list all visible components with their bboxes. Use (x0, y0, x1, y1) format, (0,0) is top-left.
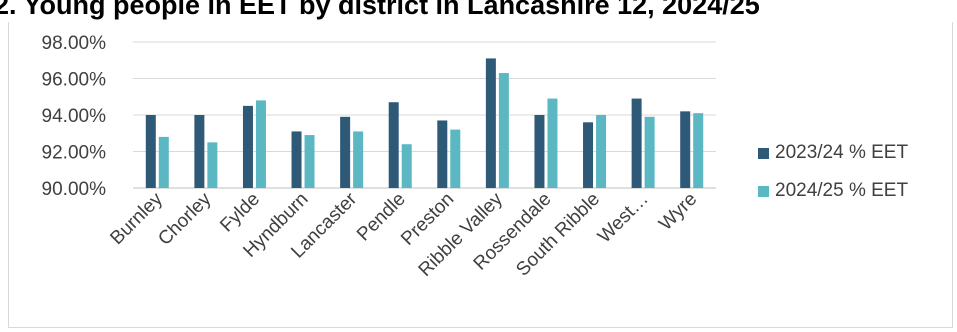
x-tick-label: West… (594, 189, 653, 248)
y-tick-label: 94.00% (42, 106, 107, 127)
bar-series-1-ribble-valley (485, 58, 496, 188)
bar-series-2-hyndburn (304, 135, 315, 188)
chart-title: 2. Young people in EET by district in La… (0, 0, 760, 20)
bar-series-1-rossendale (534, 115, 545, 188)
bar-series-2-west- (644, 116, 655, 188)
bar-series-2-lancaster (353, 131, 364, 188)
bar-series-1-chorley (194, 115, 205, 188)
legend: 2023/24 % EET 2024/25 % EET (758, 141, 908, 217)
bar-series-1-lancaster (340, 116, 351, 188)
legend-label-series-1: 2023/24 % EET (775, 142, 909, 163)
y-tick-label: 92.00% (42, 143, 107, 164)
y-tick-label: 98.00% (42, 33, 107, 54)
bar-series-2-burnley (158, 136, 169, 188)
bar-series-2-fylde (255, 100, 266, 188)
y-tick-label: 96.00% (42, 70, 107, 91)
legend-item-series-1: 2023/24 % EET (758, 141, 908, 165)
bar-series-2-ribble-valley (498, 73, 509, 188)
bar-series-2-chorley (207, 142, 218, 188)
bar-series-1-pendle (388, 102, 399, 188)
x-tick-label: Chorley (154, 188, 215, 249)
bar-series-1-west- (631, 98, 642, 188)
bar-series-1-burnley (145, 115, 156, 188)
legend-swatch-series-2 (758, 185, 769, 197)
bar-series-1-hyndburn (291, 131, 302, 188)
bar-series-2-wyre (693, 113, 704, 188)
bar-series-1-south-ribble (583, 122, 594, 188)
bar-series-1-fylde (242, 105, 253, 188)
x-tick-label: Wyre (655, 189, 701, 235)
legend-swatch-series-1 (758, 147, 769, 159)
y-tick-label: 90.00% (42, 179, 107, 200)
legend-label-series-2: 2024/25 % EET (775, 180, 909, 201)
chart-area (8, 22, 953, 328)
bar-series-1-wyre (680, 111, 691, 188)
legend-item-series-2: 2024/25 % EET (758, 179, 908, 203)
bar-series-2-rossendale (547, 98, 558, 188)
bar-series-1-preston (437, 120, 448, 188)
bar-series-2-pendle (401, 144, 412, 188)
bar-series-2-south-ribble (596, 115, 607, 188)
bar-series-2-preston (450, 129, 461, 188)
